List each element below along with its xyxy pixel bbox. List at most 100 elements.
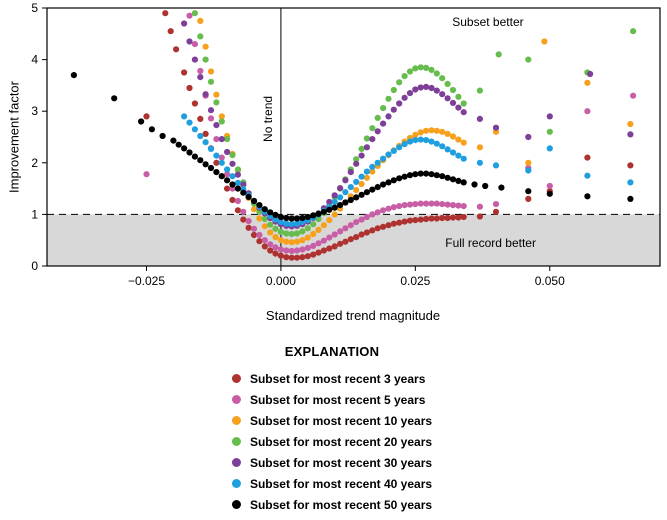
data-point [390, 177, 397, 184]
data-point [476, 203, 483, 210]
data-point [385, 151, 392, 158]
data-point [342, 238, 349, 245]
data-point [433, 200, 440, 207]
data-point [380, 207, 387, 214]
data-point [417, 84, 424, 91]
data-point [358, 231, 365, 238]
data-point [423, 200, 430, 207]
data-point [213, 99, 220, 106]
data-point [358, 173, 365, 180]
y-tick-label: 4 [31, 53, 38, 67]
data-point [476, 115, 483, 122]
data-point [525, 167, 532, 174]
data-point [546, 145, 553, 152]
legend-item-label: Subset for most recent 50 years [249, 497, 433, 512]
data-point [277, 213, 284, 221]
data-point [229, 152, 236, 159]
data-point [250, 231, 258, 239]
data-point [234, 179, 241, 186]
data-point [417, 64, 424, 71]
data-point [460, 213, 467, 221]
data-point [304, 225, 311, 232]
data-point [627, 162, 634, 169]
data-point [449, 214, 457, 221]
data-point [261, 223, 268, 230]
data-point [261, 237, 268, 244]
data-point [385, 113, 392, 120]
data-point [401, 94, 408, 101]
data-point [202, 139, 209, 146]
data-point [218, 118, 225, 125]
data-point [337, 228, 344, 235]
data-point [229, 181, 236, 188]
data-point [326, 217, 333, 224]
data-point [143, 171, 150, 178]
data-point [423, 83, 430, 90]
data-point [412, 171, 419, 178]
data-point [283, 254, 290, 261]
data-point [406, 68, 414, 75]
legend-item: Subset for most recent 40 years [231, 473, 432, 494]
data-point [380, 120, 387, 127]
data-point [277, 252, 284, 259]
data-point [353, 187, 360, 194]
data-point [476, 87, 483, 94]
legend-item-label: Subset for most recent 30 years [249, 455, 433, 470]
data-point [363, 213, 370, 221]
data-point [369, 168, 376, 175]
data-point [186, 84, 193, 92]
data-point [476, 159, 483, 166]
data-point [396, 79, 403, 86]
data-point [207, 145, 215, 152]
plot-border [46, 7, 661, 267]
legend-swatch-icon [231, 395, 241, 404]
data-point [267, 241, 274, 248]
data-point [342, 189, 349, 196]
data-point [337, 240, 344, 247]
data-point [417, 129, 424, 136]
data-point [315, 226, 322, 233]
data-point [363, 144, 370, 151]
data-point [390, 204, 397, 211]
x-tick-label: 0.000 [266, 274, 296, 288]
data-point [245, 193, 252, 200]
data-point [525, 195, 532, 202]
data-point [401, 173, 408, 180]
legend-item: Subset for most recent 50 years [231, 494, 433, 515]
legend-item: Subset for most recent 30 years [231, 452, 433, 473]
data-point [546, 182, 553, 190]
y-tick-label: 1 [31, 207, 38, 221]
data-point [342, 199, 349, 206]
data-point [191, 10, 198, 17]
data-point [353, 219, 360, 226]
annotation-no-trend: No trend [261, 96, 275, 142]
data-point [267, 209, 274, 216]
data-point [272, 211, 279, 218]
data-point [406, 138, 414, 145]
data-point [207, 68, 215, 75]
data-point [460, 155, 467, 162]
data-point [202, 91, 209, 98]
data-point [224, 177, 231, 184]
data-point [439, 75, 446, 82]
data-point [310, 230, 317, 238]
data-point [433, 140, 440, 147]
data-point [283, 230, 290, 237]
data-point [492, 124, 500, 131]
legend-item: Subset for most recent 5 years [231, 389, 432, 410]
data-point [181, 113, 188, 120]
data-point [224, 148, 231, 156]
data-point [175, 141, 182, 148]
data-point [423, 127, 430, 134]
legend-swatch-icon [231, 479, 241, 488]
data-point [277, 219, 284, 226]
data-point [261, 243, 268, 250]
data-point [630, 28, 637, 35]
data-point [396, 144, 403, 151]
data-point [390, 147, 397, 154]
data-point [304, 244, 311, 251]
legend-item-label: Subset for most recent 3 years [249, 371, 426, 386]
data-point [428, 200, 435, 207]
data-point [288, 239, 295, 246]
data-point [428, 138, 435, 145]
